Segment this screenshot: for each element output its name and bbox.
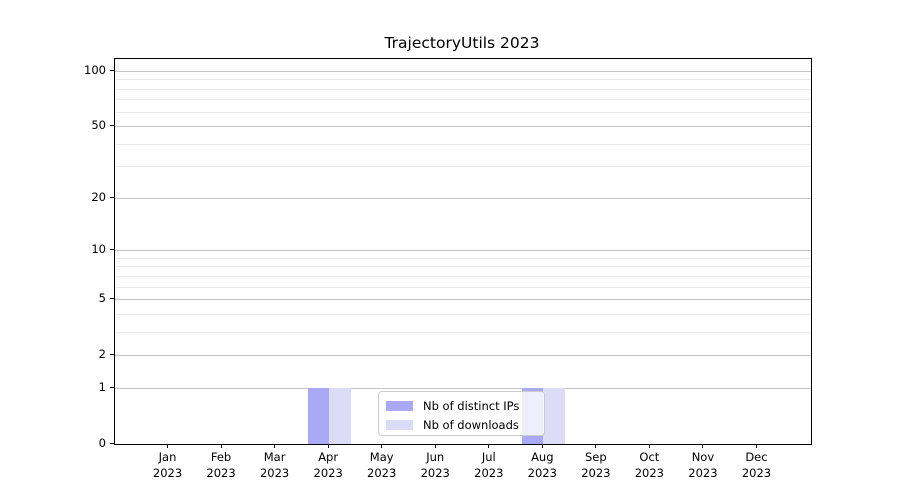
legend-label: Nb of downloads [423,417,519,432]
y-tick-label-50: 50 [91,118,106,133]
x-tick-label-apr: Apr 2023 [313,450,343,480]
gridline-minor-y-8 [115,266,811,268]
y-tick-1 [110,386,114,388]
x-tick-jun [434,444,436,448]
x-tick-label-aug: Aug 2023 [527,450,557,480]
x-tick-jul [488,444,490,448]
legend-label: Nb of distinct IPs [423,398,520,413]
gridline-minor-y-40 [115,143,811,145]
gridline-minor-y-80 [115,88,811,90]
plot-area: Nb of distinct IPs Nb of downloads [114,58,812,445]
gridline-minor-y-7 [115,275,811,277]
y-tick-label-20: 20 [91,189,106,204]
gridline-major-y-20 [115,197,811,199]
bar-nb-of-downloads-apr [329,387,351,444]
x-tick-dec [755,444,757,448]
y-tick-label-10: 10 [91,242,106,257]
x-tick-label-feb: Feb 2023 [206,450,236,480]
y-tick-label-1: 1 [98,379,106,394]
x-tick-label-jun: Jun 2023 [420,450,450,480]
legend-swatch-nb-of-distinct-ips [386,400,413,411]
y-tick-10 [110,249,114,251]
y-tick-20 [110,196,114,198]
legend-swatch-nb-of-downloads [386,419,413,430]
legend-row: Nb of distinct IPs [386,396,544,415]
x-tick-feb [220,444,222,448]
x-tick-jan [167,444,169,448]
x-tick-label-dec: Dec 2023 [741,450,772,480]
x-tick-nov [702,444,704,448]
gridline-minor-y-90 [115,79,811,81]
x-tick-label-oct: Oct 2023 [634,450,665,480]
y-tick-0 [110,443,114,444]
x-tick-apr [327,444,329,448]
gridline-major-y-1 [115,387,811,389]
x-tick-mar [274,444,276,448]
gridline-minor-y-9 [115,257,811,259]
gridline-major-y-100 [115,70,811,72]
y-tick-50 [110,125,114,127]
y-tick-label-5: 5 [98,291,106,306]
gridline-major-y-50 [115,126,811,128]
gridlines [115,59,811,444]
legend: Nb of distinct IPs Nb of downloads [378,391,545,436]
x-tick-may [381,444,383,448]
bar-nb-of-distinct-ips-apr [307,387,330,444]
bars [115,59,811,444]
y-tick-2 [110,354,114,356]
x-tick-oct [648,444,650,448]
x-tick-sep [595,444,597,448]
y-tick-label-0: 0 [98,436,106,450]
y-tick-100 [110,69,114,71]
x-tick-label-jul: Jul 2023 [474,450,504,480]
gridline-minor-y-3 [115,331,811,333]
x-tick-aug [541,444,543,448]
gridline-minor-y-6 [115,286,811,288]
y-tick-5 [110,298,114,300]
gridline-major-y-5 [115,299,811,301]
chart-title: TrajectoryUtils 2023 [384,34,540,52]
x-tick-label-sep: Sep 2023 [581,450,611,480]
x-tick-label-nov: Nov 2023 [688,450,718,480]
gridline-minor-y-60 [115,111,811,113]
gridline-major-y-2 [115,355,811,357]
bar-nb-of-downloads-aug [543,387,565,444]
y-tick-label-2: 2 [98,347,106,362]
x-tick-label-mar: Mar 2023 [259,450,290,480]
gridline-minor-y-4 [115,313,811,315]
legend-row: Nb of downloads [386,415,544,434]
x-tick-label-may: May 2023 [367,450,397,480]
x-tick-label-jan: Jan 2023 [152,450,183,480]
gridline-minor-y-70 [115,99,811,101]
y-tick-label-100: 100 [84,62,106,77]
gridline-minor-y-30 [115,166,811,168]
gridline-major-y-10 [115,250,811,252]
